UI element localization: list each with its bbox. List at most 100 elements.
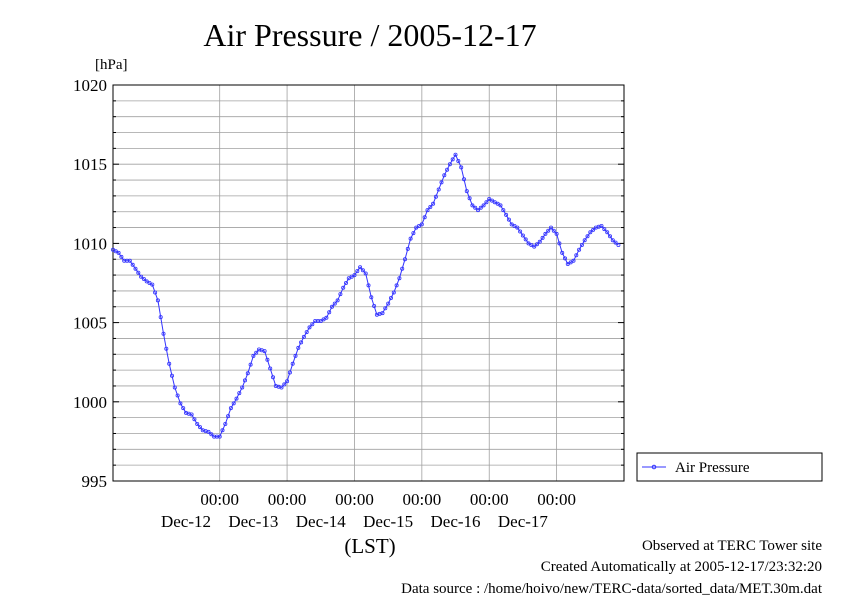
data-point xyxy=(164,346,169,351)
data-point xyxy=(206,429,211,434)
legend-marker-swatch xyxy=(651,464,657,470)
data-point xyxy=(419,222,424,227)
data-point xyxy=(585,234,590,239)
data-point xyxy=(535,242,540,247)
data-point xyxy=(481,203,486,208)
plot-frame xyxy=(112,84,625,482)
y-tick-label: 1005 xyxy=(73,314,107,333)
data-point xyxy=(608,234,613,239)
data-point xyxy=(540,235,545,240)
data-point xyxy=(355,269,360,274)
data-point xyxy=(153,290,158,295)
data-point xyxy=(270,375,275,380)
data-point xyxy=(394,283,399,288)
axes xyxy=(112,84,625,482)
data-point xyxy=(310,322,315,327)
data-point xyxy=(111,247,116,252)
footer-source-text: Data source : /home/hoivo/new/TERC-data/… xyxy=(401,581,823,595)
y-tick-label: 1015 xyxy=(73,155,107,174)
data-point xyxy=(144,279,149,284)
data-point xyxy=(386,301,391,306)
data-point xyxy=(279,385,284,390)
data-point xyxy=(591,227,596,232)
data-point xyxy=(296,345,301,350)
data-point xyxy=(383,306,388,311)
legend: Air Pressure xyxy=(636,452,823,482)
data-point xyxy=(543,231,548,236)
data-point xyxy=(557,241,562,246)
x-tick-time-label: 00:00 xyxy=(470,490,509,509)
data-point xyxy=(161,331,166,336)
data-point xyxy=(453,152,458,157)
data-point xyxy=(484,200,489,205)
x-tick-date-label: Dec-17 xyxy=(498,512,549,531)
data-point xyxy=(268,366,273,371)
data-point xyxy=(366,283,371,288)
data-point xyxy=(515,225,520,230)
data-point xyxy=(428,204,433,209)
data-point xyxy=(178,401,183,406)
data-point xyxy=(242,378,247,383)
data-point xyxy=(400,266,405,271)
chart-title: Air Pressure / 2005-12-17 xyxy=(203,17,536,53)
data-point xyxy=(234,396,239,401)
x-axis-label: (LST) xyxy=(344,534,395,558)
data-point xyxy=(338,292,343,297)
data-point xyxy=(520,233,525,238)
data-point xyxy=(509,222,514,227)
data-point xyxy=(391,290,396,295)
x-tick-date-label: Dec-15 xyxy=(363,512,413,531)
data-point xyxy=(546,228,551,233)
data-point xyxy=(563,256,568,261)
data-point xyxy=(447,162,452,167)
x-tick-date-label: Dec-16 xyxy=(431,512,481,531)
data-point xyxy=(197,425,202,430)
series-line xyxy=(112,153,619,438)
data-point xyxy=(358,265,363,270)
data-point xyxy=(506,217,511,222)
data-point xyxy=(175,393,180,398)
data-point xyxy=(343,280,348,285)
data-point xyxy=(442,173,447,178)
data-point xyxy=(324,315,329,320)
data-point xyxy=(388,295,393,300)
data-point xyxy=(167,361,172,366)
data-point xyxy=(254,350,259,355)
data-point xyxy=(397,276,402,281)
y-tick-label: 1020 xyxy=(73,76,107,95)
x-tick-time-label: 00:00 xyxy=(268,490,307,509)
data-point xyxy=(150,282,155,287)
data-point xyxy=(408,236,413,241)
data-point xyxy=(217,434,222,439)
x-tick-date-label: Dec-13 xyxy=(228,512,278,531)
y-axis-unit-label: [hPa] xyxy=(95,57,128,73)
data-point xyxy=(147,280,152,285)
data-point xyxy=(402,257,407,262)
data-point xyxy=(172,385,177,390)
footer-observed-text: Observed at TERC Tower site xyxy=(642,538,822,554)
footer-created-text: Created Automatically at 2005-12-17/23:3… xyxy=(541,559,822,575)
data-point xyxy=(231,401,236,406)
legend-box xyxy=(636,452,823,482)
x-tick-time-label: 00:00 xyxy=(335,490,374,509)
data-point xyxy=(565,261,570,266)
data-point xyxy=(141,276,146,281)
data-point xyxy=(372,303,377,308)
data-point xyxy=(133,266,138,271)
data-point xyxy=(127,258,132,263)
data-point xyxy=(335,298,340,303)
data-point xyxy=(605,230,610,235)
data-point xyxy=(245,371,250,376)
data-point xyxy=(599,223,604,228)
data-point xyxy=(169,373,174,378)
data-point xyxy=(116,250,121,255)
data-point xyxy=(195,421,200,426)
data-point xyxy=(610,238,615,243)
data-point xyxy=(209,432,214,437)
data-point xyxy=(285,379,290,384)
data-point xyxy=(431,201,436,206)
data-point xyxy=(461,177,466,182)
data-point xyxy=(220,428,225,433)
data-point xyxy=(212,434,217,439)
data-point xyxy=(574,253,579,258)
